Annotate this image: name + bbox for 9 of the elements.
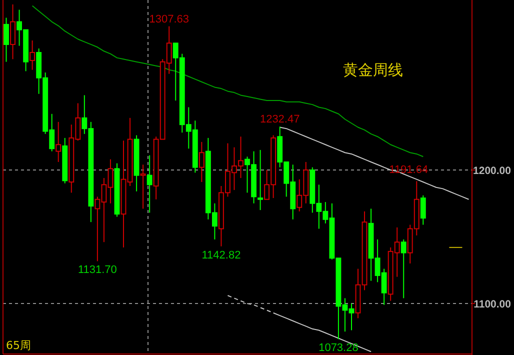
text: 黄金周线 [343,61,403,79]
y-tick-label: 1200.00 [473,164,512,177]
annotation: 1073.28 [318,342,358,354]
annotation: 1142.82 [202,249,241,262]
annotation: 1131.70 [78,264,117,276]
annotation: 1307.63 [149,13,189,26]
annotation: 1232.47 [260,114,300,126]
y-tick-label: 1100.00 [474,298,512,311]
annotation: 65周 [6,339,31,352]
